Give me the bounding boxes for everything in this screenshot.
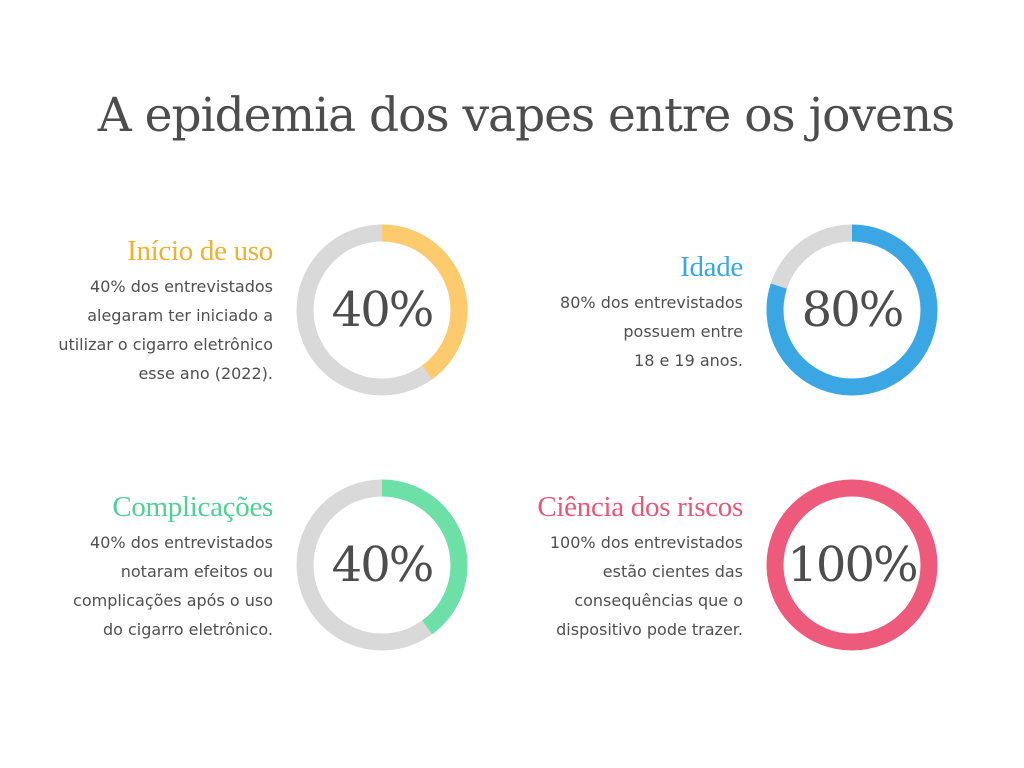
desc-line: 40% dos entrevistados xyxy=(90,533,273,552)
donut-value: 100% xyxy=(787,537,918,593)
desc-line: 18 e 19 anos. xyxy=(634,351,743,370)
stat-inicio-text: Início de uso 40% dos entrevistados aleg… xyxy=(13,234,273,388)
donut-chart xyxy=(296,479,468,651)
stat-heading: Complicações xyxy=(112,491,273,523)
stat-complicacoes-text: Complicações 40% dos entrevistados notar… xyxy=(13,490,273,644)
stat-description: 40% dos entrevistados notaram efeitos ou… xyxy=(13,528,273,644)
stat-heading: Idade xyxy=(680,251,743,283)
desc-line: esse ano (2022). xyxy=(138,364,273,383)
desc-line: notaram efeitos ou xyxy=(120,562,273,581)
donut-chart xyxy=(296,224,468,396)
donut-value: 80% xyxy=(801,282,905,338)
stat-description: 80% dos entrevistados possuem entre 18 e… xyxy=(483,288,743,375)
desc-line: 40% dos entrevistados xyxy=(90,277,273,296)
donut-ring-inicio: 40% xyxy=(296,224,468,396)
donut-chart xyxy=(766,479,938,651)
stat-description: 100% dos entrevistados estão cientes das… xyxy=(443,528,743,644)
stat-idade-text: Idade 80% dos entrevistados possuem entr… xyxy=(483,250,743,375)
desc-line: possuem entre xyxy=(623,322,743,341)
stat-description: 40% dos entrevistados alegaram ter inici… xyxy=(13,272,273,388)
donut-value: 40% xyxy=(331,282,435,338)
stat-heading: Início de uso xyxy=(127,235,273,267)
desc-line: do cigarro eletrônico. xyxy=(102,620,273,639)
donut-chart xyxy=(766,224,938,396)
desc-line: complicações após o uso xyxy=(73,591,273,610)
donut-ring-complicacoes: 40% xyxy=(296,479,468,651)
desc-line: dispositivo pode trazer. xyxy=(556,620,743,639)
desc-line: estão cientes das xyxy=(602,562,743,581)
donut-value: 40% xyxy=(331,537,435,593)
donut-ring-idade: 80% xyxy=(766,224,938,396)
desc-line: consequências que o xyxy=(574,591,743,610)
desc-line: 100% dos entrevistados xyxy=(549,533,743,552)
desc-line: utilizar o cigarro eletrônico xyxy=(58,335,273,354)
donut-ring-ciencia: 100% xyxy=(766,479,938,651)
desc-line: 80% dos entrevistados xyxy=(560,293,743,312)
stat-heading: Ciência dos riscos xyxy=(537,491,743,523)
stat-ciencia-text: Ciência dos riscos 100% dos entrevistado… xyxy=(443,490,743,644)
page-title: A epidemia dos vapes entre os jovens xyxy=(97,88,955,143)
desc-line: alegaram ter iniciado a xyxy=(87,306,273,325)
